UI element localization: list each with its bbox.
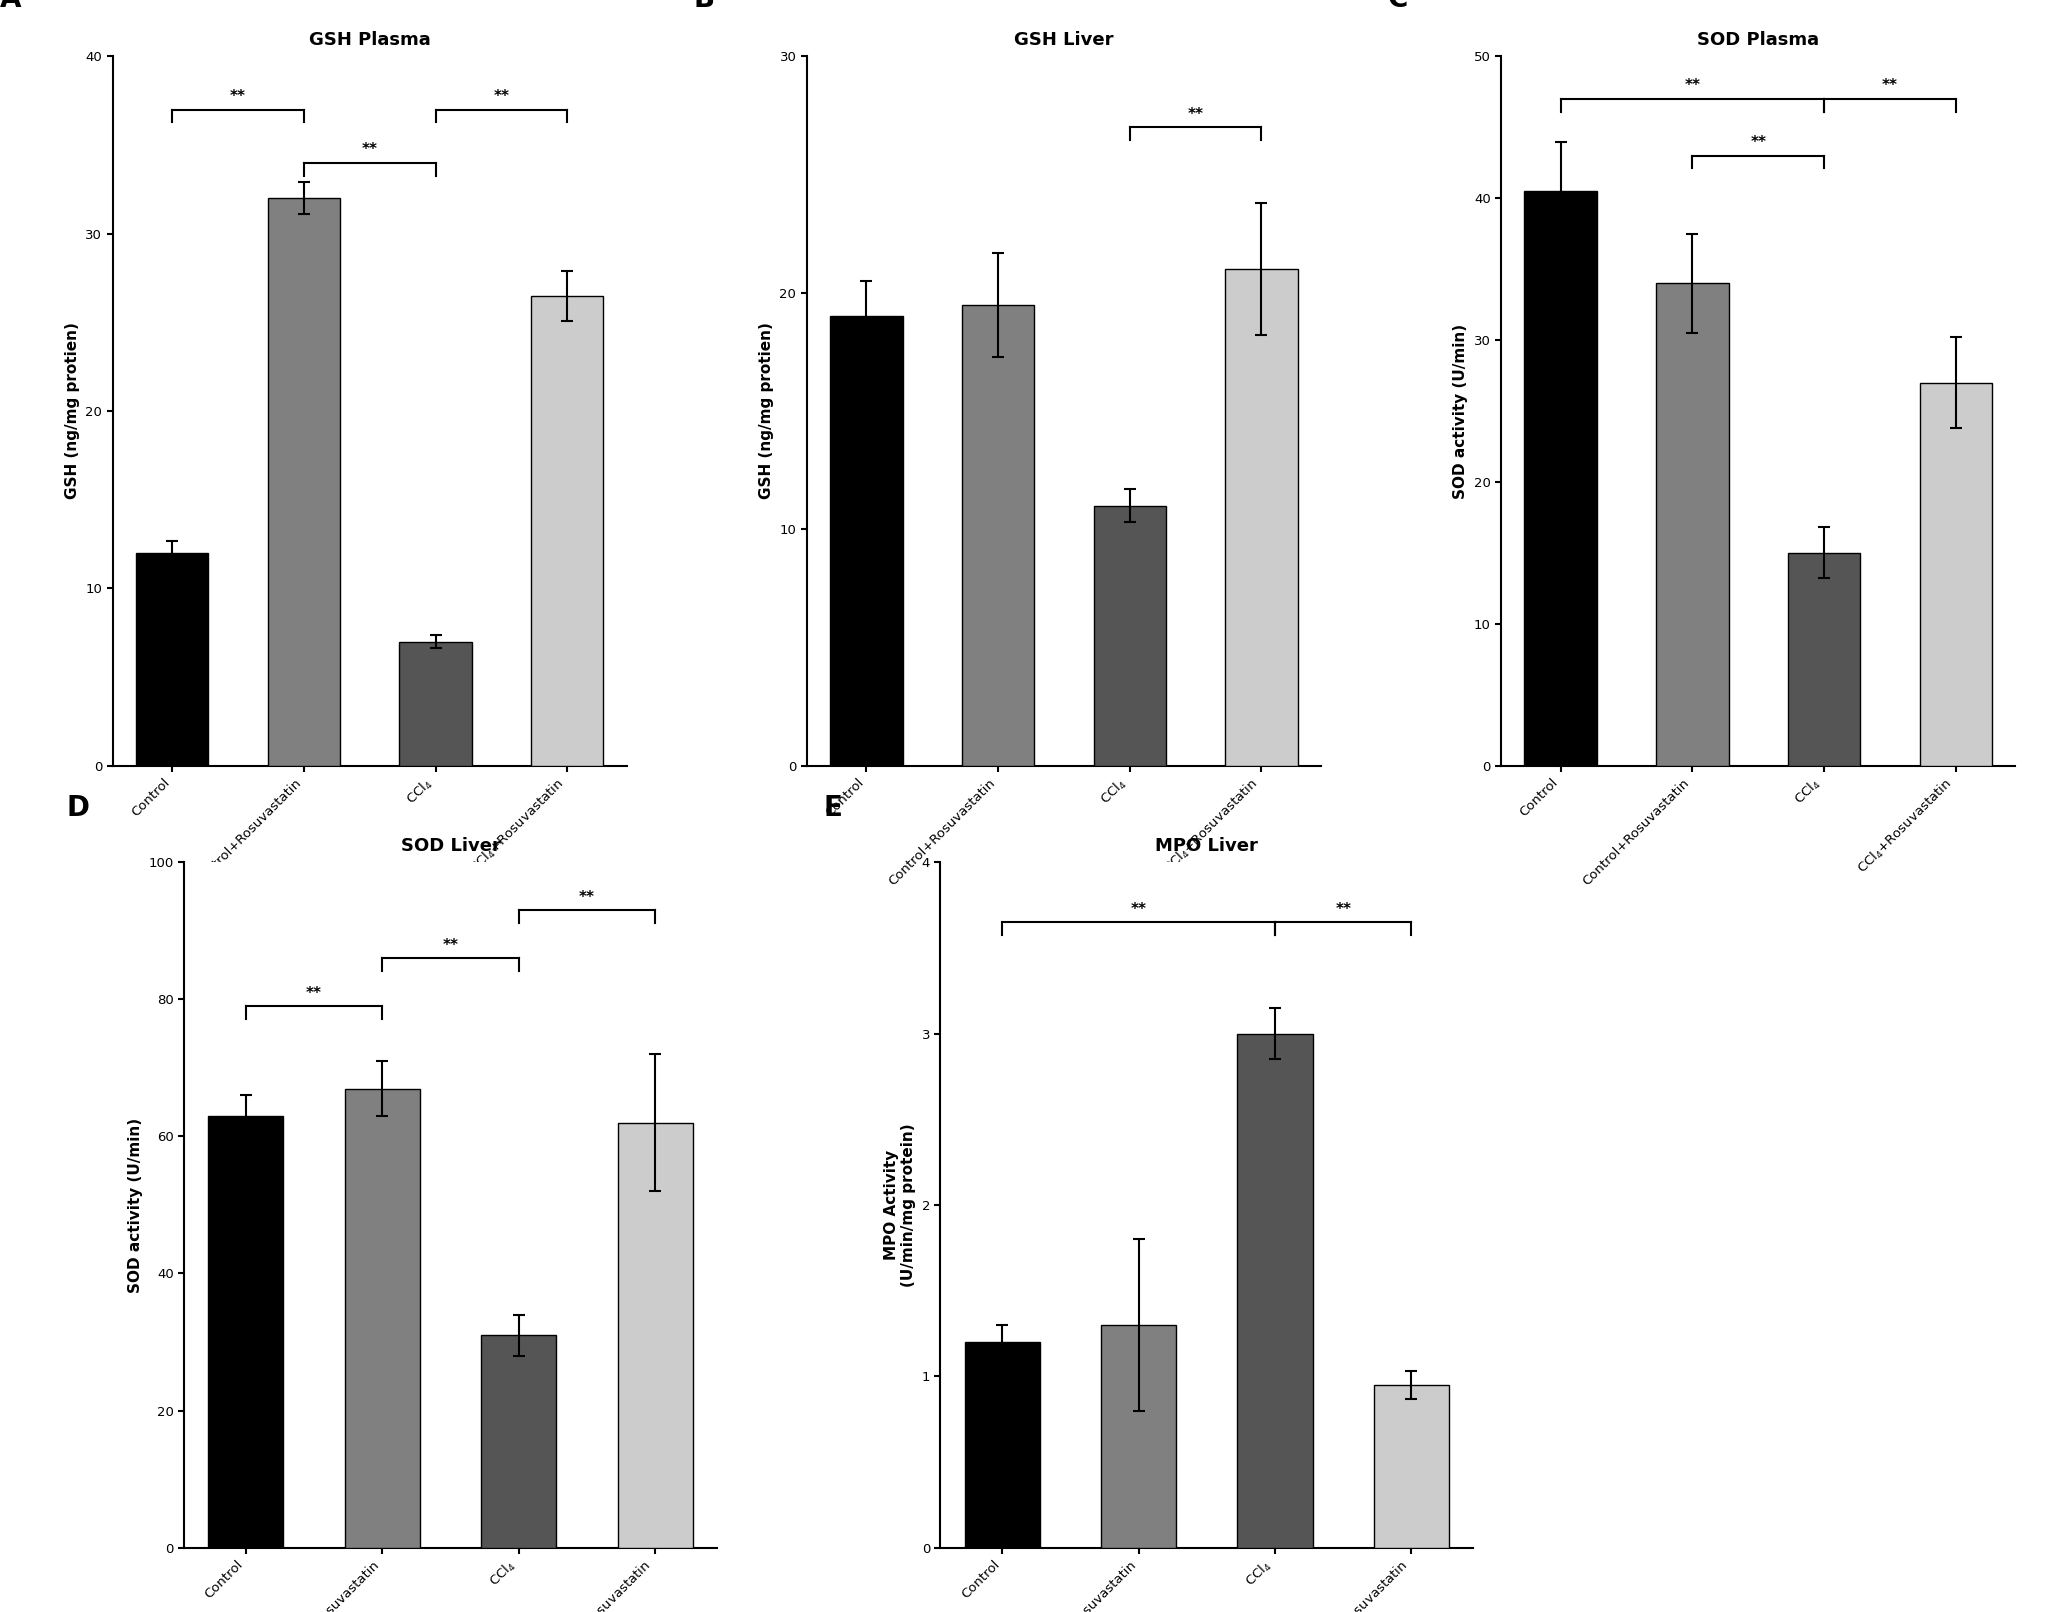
Bar — [1655, 284, 1729, 766]
Title: SOD Liver: SOD Liver — [401, 837, 501, 856]
Text: **: ** — [493, 89, 509, 103]
Text: **: ** — [1684, 79, 1700, 93]
Bar — [1093, 506, 1166, 766]
Bar — [966, 1341, 1039, 1548]
Text: A: A — [0, 0, 20, 13]
Text: **: ** — [1882, 79, 1899, 93]
Text: E: E — [822, 793, 843, 822]
Text: **: ** — [307, 987, 321, 1001]
Y-axis label: GSH (ng/mg protien): GSH (ng/mg protien) — [759, 322, 773, 500]
Text: D: D — [68, 793, 90, 822]
Text: **: ** — [442, 938, 458, 953]
Y-axis label: MPO Activity
(U/min/mg protein): MPO Activity (U/min/mg protein) — [884, 1124, 917, 1286]
Title: GSH Liver: GSH Liver — [1015, 31, 1113, 50]
Bar — [1919, 382, 1993, 766]
Bar — [1101, 1325, 1176, 1548]
Bar — [481, 1335, 557, 1548]
Bar — [268, 198, 340, 766]
Bar — [831, 316, 902, 766]
Bar — [1788, 553, 1860, 766]
Text: **: ** — [1336, 901, 1350, 917]
Bar — [135, 553, 209, 766]
Text: C: C — [1387, 0, 1408, 13]
Bar — [618, 1122, 692, 1548]
Text: **: ** — [1131, 901, 1146, 917]
Bar — [1375, 1385, 1449, 1548]
Text: **: ** — [362, 142, 379, 156]
Bar — [344, 1088, 419, 1548]
Bar — [962, 305, 1035, 766]
Title: MPO Liver: MPO Liver — [1156, 837, 1258, 856]
Bar — [399, 642, 473, 766]
Bar — [532, 297, 604, 766]
Title: GSH Plasma: GSH Plasma — [309, 31, 430, 50]
Bar — [1226, 269, 1297, 766]
Y-axis label: SOD activity (U/min): SOD activity (U/min) — [1453, 324, 1469, 498]
Bar — [1238, 1033, 1314, 1548]
Text: **: ** — [1749, 135, 1766, 150]
Text: **: ** — [579, 890, 595, 904]
Title: SOD Plasma: SOD Plasma — [1696, 31, 1819, 50]
Y-axis label: SOD activity (U/min): SOD activity (U/min) — [129, 1117, 143, 1293]
Text: **: ** — [229, 89, 246, 103]
Text: **: ** — [1187, 106, 1203, 121]
Text: B: B — [694, 0, 714, 13]
Bar — [209, 1116, 282, 1548]
Bar — [1524, 192, 1596, 766]
Y-axis label: GSH (ng/mg protien): GSH (ng/mg protien) — [65, 322, 80, 500]
